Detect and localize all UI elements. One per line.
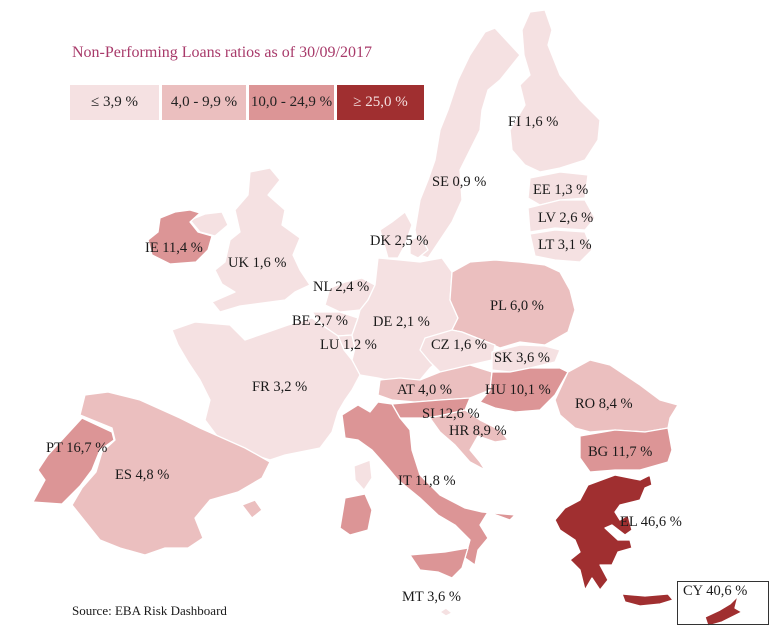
label-cz: CZ 1,6 % <box>431 337 487 353</box>
legend-item-very-high: ≥ 25,0 % <box>337 85 424 120</box>
label-lu: LU 1,2 % <box>320 337 377 353</box>
legend: ≤ 3,9 % 4,0 - 9,9 % 10,0 - 24,9 % ≥ 25,0… <box>70 85 424 120</box>
label-ie: IE 11,4 % <box>145 240 203 256</box>
label-si: SI 12,6 % <box>422 406 480 422</box>
country-fi[interactable] <box>509 9 601 173</box>
label-bg: BG 11,7 % <box>588 444 653 460</box>
label-it: IT 11,8 % <box>398 473 456 489</box>
country-sk[interactable] <box>491 344 561 373</box>
label-mt: MT 3,6 % <box>402 589 461 605</box>
label-nl: NL 2,4 % <box>313 279 370 295</box>
label-fi: FI 1,6 % <box>508 114 559 130</box>
label-uk: UK 1,6 % <box>228 255 287 271</box>
label-dk: DK 2,5 % <box>370 233 429 249</box>
label-el: EL 46,6 % <box>620 514 682 530</box>
country-se[interactable] <box>414 27 521 259</box>
country-it[interactable] <box>341 401 516 566</box>
country-uk[interactable] <box>211 167 311 313</box>
map-title: Non-Performing Loans ratios as of 30/09/… <box>72 44 372 61</box>
label-cy: CY 40,6 % <box>683 583 748 599</box>
country-lv[interactable] <box>527 199 596 233</box>
label-de: DE 2,1 % <box>373 314 430 330</box>
country-lt[interactable] <box>529 229 593 263</box>
country-fr[interactable] <box>171 317 361 461</box>
country-el-crete[interactable] <box>621 593 674 607</box>
label-ro: RO 8,4 % <box>575 396 633 412</box>
label-es: ES 4,8 % <box>115 467 170 483</box>
legend-item-mid: 4,0 - 9,9 % <box>162 85 246 120</box>
source-note: Source: EBA Risk Dashboard <box>72 603 227 618</box>
label-fr: FR 3,2 % <box>252 379 308 395</box>
country-fr-corsica[interactable] <box>353 459 373 491</box>
label-at: AT 4,0 % <box>397 382 452 398</box>
label-lt: LT 3,1 % <box>538 237 592 253</box>
country-it-sardinia[interactable] <box>339 493 373 536</box>
legend-item-high: 10,0 - 24,9 % <box>249 85 334 120</box>
legend-item-low: ≤ 3,9 % <box>70 85 159 120</box>
label-pl: PL 6,0 % <box>490 298 544 314</box>
country-es-island[interactable] <box>241 499 263 519</box>
country-ES[interactable] <box>71 391 271 556</box>
country-pl[interactable] <box>449 259 576 349</box>
label-be: BE 2,7 % <box>292 313 348 329</box>
country-bg[interactable] <box>579 427 673 473</box>
label-se: SE 0,9 % <box>432 174 487 190</box>
label-hr: HR 8,9 % <box>449 423 507 439</box>
label-ee: EE 1,3 % <box>533 182 589 198</box>
country-el[interactable] <box>554 474 653 591</box>
label-sk: SK 3,6 % <box>494 350 550 366</box>
country-cz[interactable] <box>419 329 496 373</box>
label-pt: PT 16,7 % <box>46 440 108 456</box>
country-it-sicily[interactable] <box>409 547 469 579</box>
label-hu: HU 10,1 % <box>485 382 551 398</box>
country-dk[interactable] <box>379 211 413 259</box>
country-pt[interactable] <box>32 417 115 505</box>
country-ie[interactable] <box>147 209 213 265</box>
country-hu[interactable] <box>479 367 569 413</box>
country-mt[interactable] <box>439 607 453 617</box>
country-hr[interactable] <box>429 409 509 471</box>
cyprus-inset-box <box>677 581 769 625</box>
label-lv: LV 2,6 % <box>538 210 594 226</box>
country-ee[interactable] <box>527 171 589 206</box>
country-dk-island[interactable] <box>409 235 429 259</box>
